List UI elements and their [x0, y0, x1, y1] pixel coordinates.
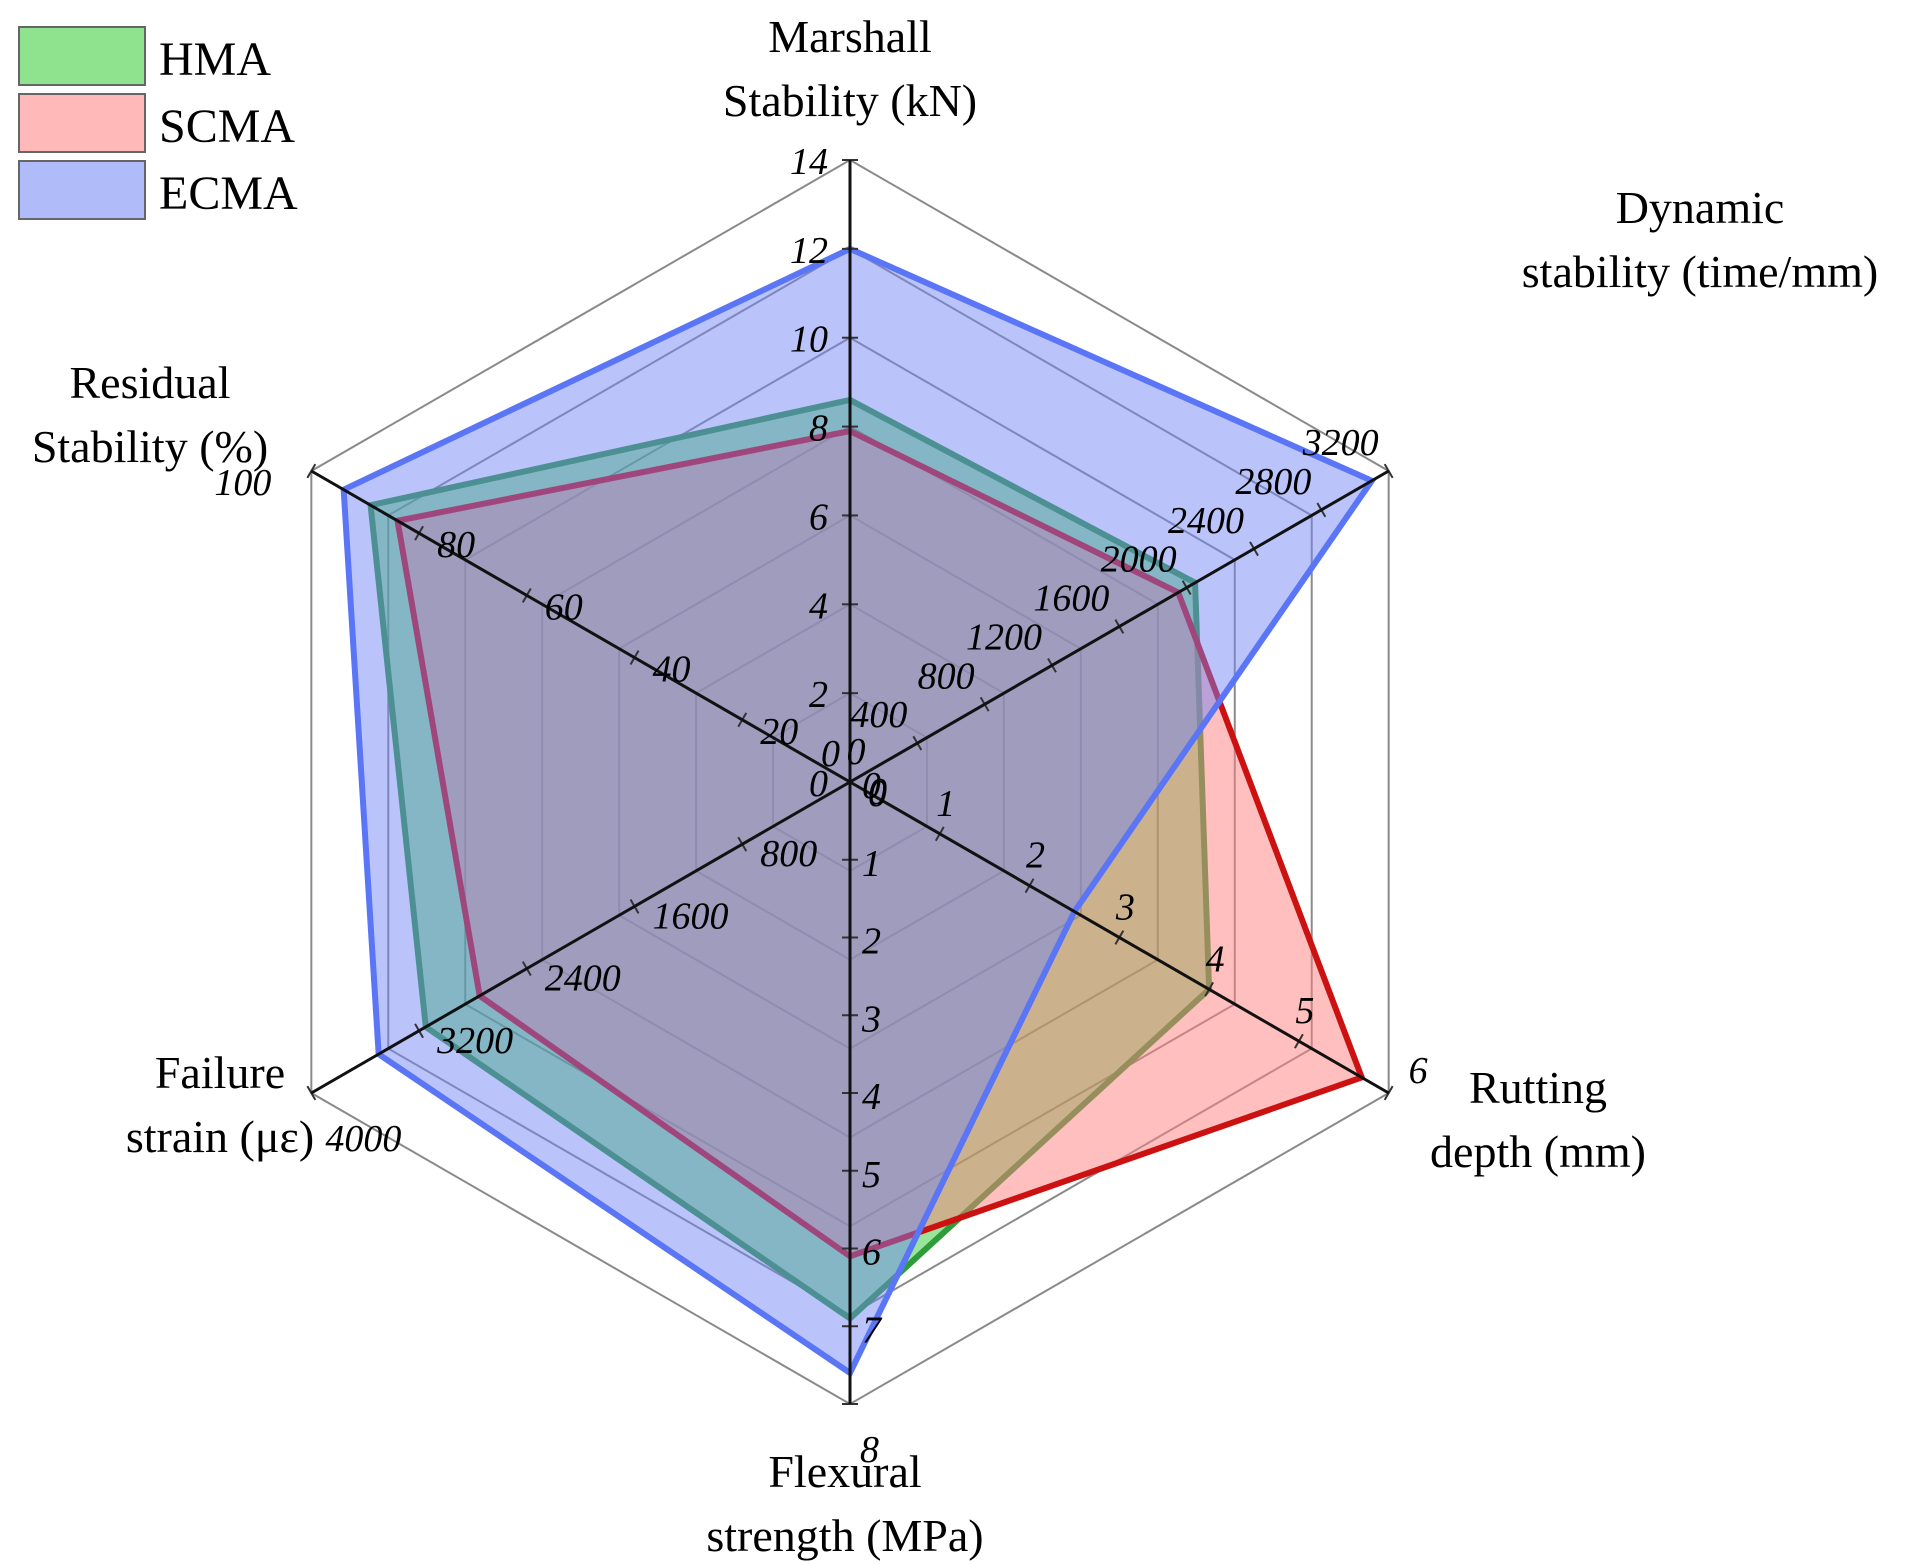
series-layer: [340, 245, 1377, 1378]
axis-spoke-rutting: [849, 780, 1390, 1095]
tick-label-flexural: 1: [862, 843, 881, 885]
axis-title-marshall: Stability (kN): [723, 75, 977, 126]
tick-label-residual: 80: [437, 524, 475, 566]
axis-title-failure: strain (με): [126, 1111, 314, 1162]
tick-label-flexural: 3: [861, 998, 881, 1040]
tick-label-failure: 3200: [436, 1020, 513, 1062]
tick-label-residual: 60: [545, 586, 583, 628]
axis-title-dynamic: Dynamic: [1616, 182, 1785, 233]
axis-spoke-failure: [310, 780, 851, 1095]
tick-label-failure: 0: [868, 771, 887, 813]
tick-label-dynamic: 800: [918, 655, 975, 697]
axis-title-residual: Stability (%): [32, 421, 268, 472]
tick-label-dynamic: 0: [821, 733, 840, 775]
tick-label-flexural: 2: [862, 921, 881, 963]
tick-label-dynamic: 2400: [1168, 500, 1244, 542]
axis-title-marshall: Marshall: [768, 11, 932, 62]
tick-label-residual: 20: [760, 711, 798, 753]
tick-label-marshall: 12: [790, 230, 828, 272]
tick-label-dynamic: 400: [850, 694, 907, 736]
axis-title-dynamic: stability (time/mm): [1522, 246, 1878, 297]
tick-label-failure: 800: [760, 833, 817, 875]
tick-label-residual: 100: [214, 462, 271, 504]
tick-label-dynamic: 1600: [1033, 578, 1109, 620]
tick-label-marshall: 10: [790, 319, 828, 361]
tick-label-residual: 40: [653, 649, 691, 691]
axis-spoke-residual: [310, 469, 851, 784]
tick-label-rutting: 2: [1026, 835, 1045, 877]
tick-label-flexural: 5: [862, 1154, 881, 1196]
tick-label-dynamic: 1200: [966, 616, 1042, 658]
axis-title-flexural: Flexural: [768, 1446, 921, 1497]
tick-label-failure: 4000: [325, 1118, 401, 1160]
axis-titles: Marshall Stability (kN) Dynamic stability (…: [32, 11, 1878, 1561]
axis-title-residual: Residual: [70, 357, 231, 408]
tick-label-flexural: 4: [862, 1076, 881, 1118]
tick-label-dynamic: 2000: [1101, 539, 1177, 581]
legend-label-scma: SCMA: [159, 100, 295, 153]
tick-label-marshall: 4: [809, 585, 828, 627]
tick-label-rutting: 6: [1409, 1050, 1428, 1092]
tick-label-marshall: 8: [809, 408, 828, 450]
tick-label-rutting: 5: [1295, 990, 1314, 1032]
axis-title-rutting: depth (mm): [1430, 1126, 1646, 1177]
tick-label-flexural: 6: [862, 1232, 881, 1274]
legend-swatch-ecma: [18, 160, 146, 220]
tick-label-dynamic: 3200: [1302, 422, 1379, 464]
tick-label-marshall: 6: [809, 496, 828, 538]
axis-title-rutting: Rutting: [1469, 1062, 1607, 1113]
legend-label-ecma: ECMA: [159, 167, 298, 220]
tick-label-rutting: 0: [847, 731, 866, 773]
legend: HMA SCMA ECMA: [18, 26, 298, 220]
tick-label-flexural: 0: [862, 765, 881, 807]
legend-swatch-hma: [18, 26, 146, 86]
axis-spoke-dynamic: [849, 469, 1390, 784]
tick-label-residual: 0: [868, 773, 887, 815]
legend-swatch-scma: [18, 93, 146, 153]
tick-label-rutting: 4: [1206, 938, 1225, 980]
axis-title-failure: Failure: [155, 1047, 285, 1098]
axis-title-flexural: strength (MPa): [706, 1510, 983, 1561]
tick-labels: 0246810121404008001200160020002400280032…: [214, 141, 1427, 1471]
axis-spokes: [306, 159, 1394, 1405]
legend-label-hma: HMA: [159, 33, 271, 86]
tick-label-marshall: 14: [790, 141, 828, 183]
tick-label-rutting: 1: [936, 783, 955, 825]
tick-label-rutting: 3: [1115, 887, 1135, 929]
tick-label-marshall: 0: [809, 763, 828, 805]
tick-label-failure: 1600: [653, 895, 729, 937]
tick-label-flexural: 8: [860, 1429, 879, 1471]
tick-label-marshall: 2: [809, 674, 828, 716]
tick-label-flexural: 7: [862, 1309, 883, 1351]
tick-label-dynamic: 2800: [1235, 461, 1311, 503]
tick-label-failure: 2400: [545, 958, 621, 1000]
